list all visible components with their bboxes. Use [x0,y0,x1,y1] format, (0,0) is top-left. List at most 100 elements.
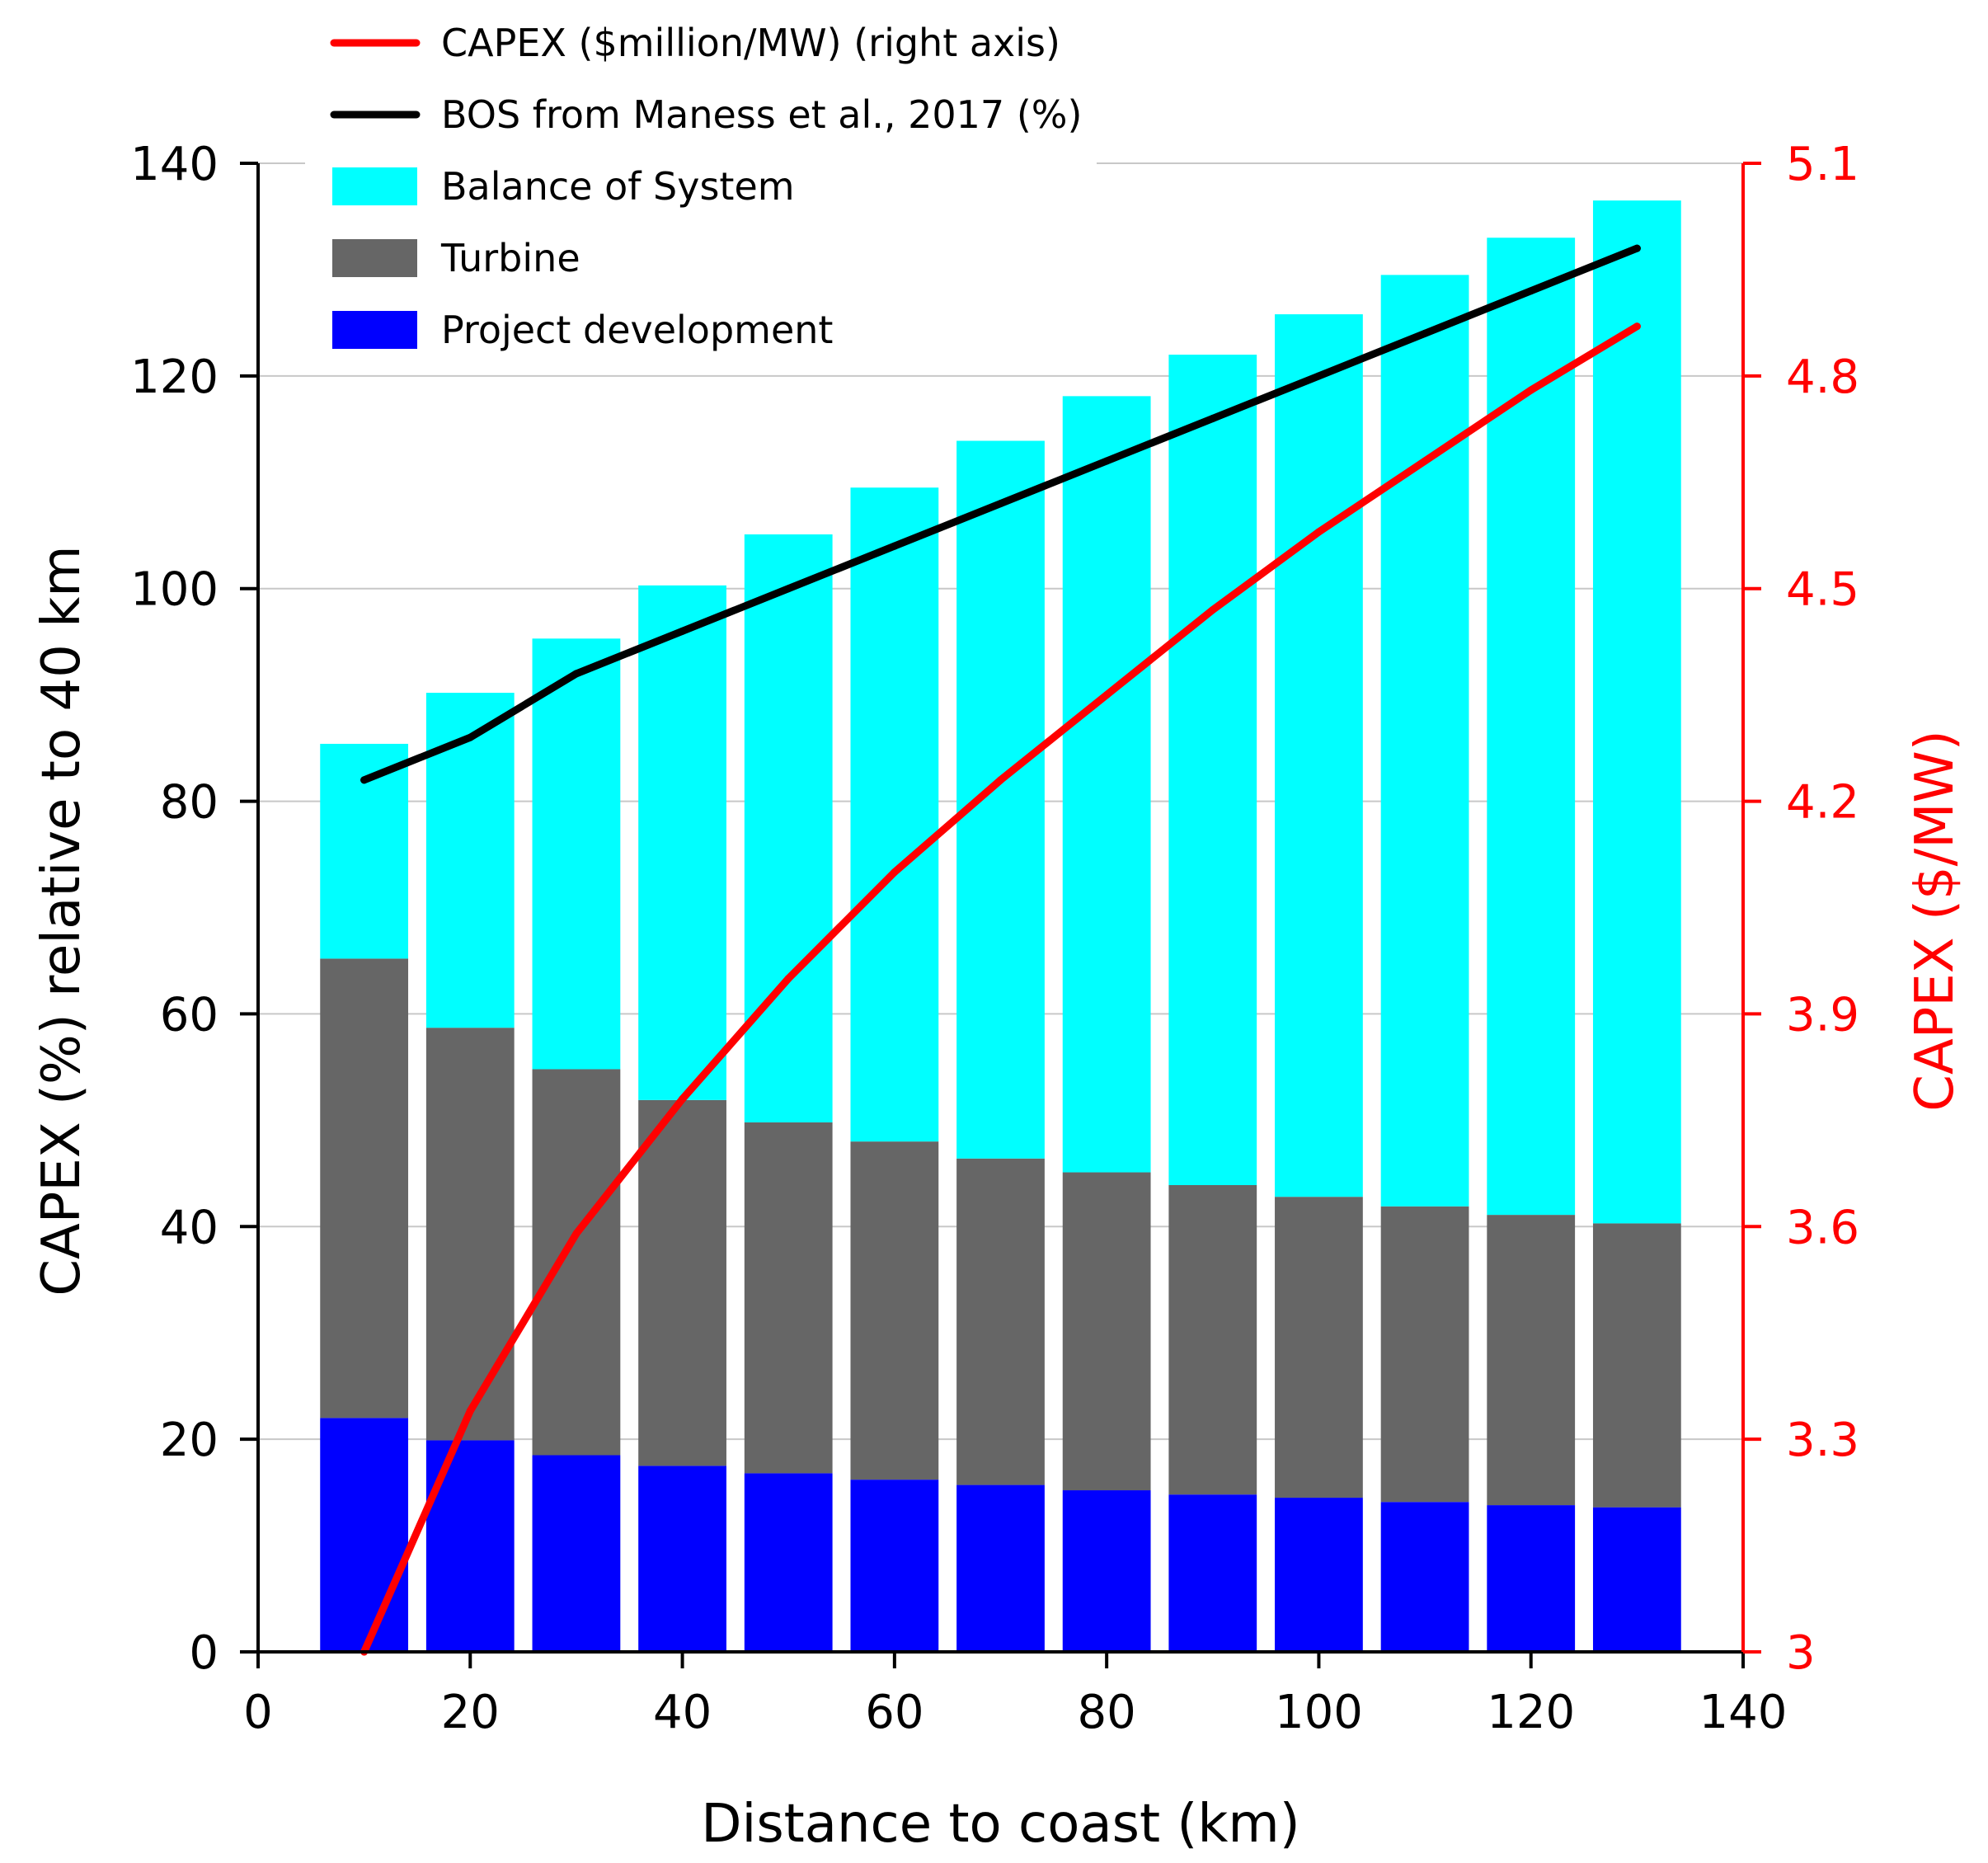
x-tick-label: 120 [1487,1686,1575,1739]
bar-balance-of-system [638,585,726,1100]
point-capex [784,974,792,982]
y-tick-label: 80 [160,776,219,830]
point-capex [679,1095,687,1103]
y-tick-label: 60 [160,988,219,1042]
x-axis-title: Distance to coast (km) [701,1794,1299,1855]
bar-turbine [1062,1172,1151,1491]
x-tick-label: 140 [1699,1686,1788,1739]
point-bos-maness [1209,414,1217,422]
bar-project-development [638,1465,726,1652]
bar-balance-of-system [1487,238,1576,1216]
bar-project-development [532,1455,621,1652]
bar-balance-of-system [744,534,833,1122]
bar-balance-of-system [532,638,621,1070]
point-capex [1314,528,1323,536]
axes: 0 20 40 60 80 100 120 140 0 20 40 60 80 100 120 140 3 3.3… [130,138,1859,1739]
y-tick-label: 40 [160,1201,219,1254]
bar-balance-of-system [956,440,1045,1159]
x-tick-label: 20 [441,1686,500,1739]
point-bos-maness [679,627,687,635]
bar-balance-of-system [1062,396,1151,1173]
point-capex [1102,691,1111,699]
bar-turbine [425,1028,515,1441]
point-bos-maness [1527,287,1535,295]
bar-balance-of-system [425,693,515,1028]
series-lines [360,244,1641,1656]
point-bos-maness [572,670,580,678]
bar-turbine [1487,1215,1576,1506]
point-capex [572,1230,580,1238]
point-bos-maness [1633,244,1641,252]
point-bos-maness [891,542,899,550]
point-bos-maness [997,500,1004,508]
point-bos-maness [1314,372,1323,380]
legend-box [305,0,1097,356]
legend-color-swatch [332,167,417,205]
bar-turbine [956,1158,1045,1485]
y-axis-title: CAPEX (%) relative to 40 km [31,545,92,1296]
bar-project-development [1592,1507,1681,1652]
legend-label: Turbine [440,236,580,280]
y2-axis-title: CAPEX ($/MW) [1905,730,1966,1111]
legend: CAPEX ($million/MW) (right axis) BOS from… [305,0,1097,356]
point-bos-maness [1102,457,1111,465]
bar-project-development [1275,1498,1363,1652]
legend-label: BOS from Maness et al., 2017 (%) [441,92,1082,137]
bars [320,200,1681,1652]
bar-balance-of-system [1380,275,1469,1207]
point-capex [1209,606,1217,614]
bar-project-development [956,1484,1045,1652]
point-bos-maness [1421,329,1429,337]
bar-turbine [1275,1197,1363,1498]
legend-label: CAPEX ($million/MW) (right axis) [441,21,1060,65]
x-tick-label: 100 [1275,1686,1363,1739]
bar-project-development [1168,1494,1257,1652]
bar-balance-of-system [1275,314,1363,1197]
point-capex [466,1407,474,1415]
x-tick-label: 80 [1078,1686,1136,1739]
point-capex [891,868,899,877]
legend-label: Balance of System [441,164,795,209]
x-tick-label: 0 [243,1686,273,1739]
bar-turbine [1380,1206,1469,1503]
bar-balance-of-system [1592,200,1681,1224]
legend-color-swatch [332,239,417,277]
y2-tick-label: 5.1 [1786,138,1859,191]
point-capex [1421,457,1429,465]
bar-project-development [320,1418,409,1652]
y-tick-label: 120 [130,350,219,404]
bar-project-development [1062,1490,1151,1652]
point-bos-maness [466,733,474,741]
y2-tick-label: 3.9 [1786,988,1859,1042]
bar-project-development [1487,1505,1576,1652]
y2-tick-label: 4.5 [1786,563,1859,617]
point-bos-maness [360,776,369,784]
y2-tick-label: 3.6 [1786,1201,1859,1254]
point-bos-maness [784,585,792,593]
bar-turbine [320,958,409,1418]
bar-project-development [850,1480,939,1652]
y-tick-label: 20 [160,1414,219,1467]
y-tick-label: 100 [130,563,219,617]
point-capex [1633,322,1641,331]
bar-balance-of-system [1168,355,1257,1186]
x-tick-label: 60 [865,1686,924,1739]
bar-project-development [744,1473,833,1652]
y-tick-label: 140 [130,138,219,191]
point-capex [1527,386,1535,394]
point-capex [997,776,1004,784]
y2-tick-label: 4.8 [1786,350,1859,404]
bar-project-development [1380,1502,1469,1652]
y2-tick-label: 4.2 [1786,776,1859,830]
bar-turbine [744,1122,833,1474]
bar-turbine [532,1069,621,1456]
bar-turbine [1168,1185,1257,1495]
bar-balance-of-system [850,487,939,1142]
legend-color-swatch [332,311,417,349]
y2-tick-label: 3 [1786,1626,1816,1680]
legend-label: Project development [441,308,833,352]
y2-tick-label: 3.3 [1786,1414,1859,1467]
x-tick-label: 40 [653,1686,712,1739]
bar-turbine [1592,1223,1681,1508]
